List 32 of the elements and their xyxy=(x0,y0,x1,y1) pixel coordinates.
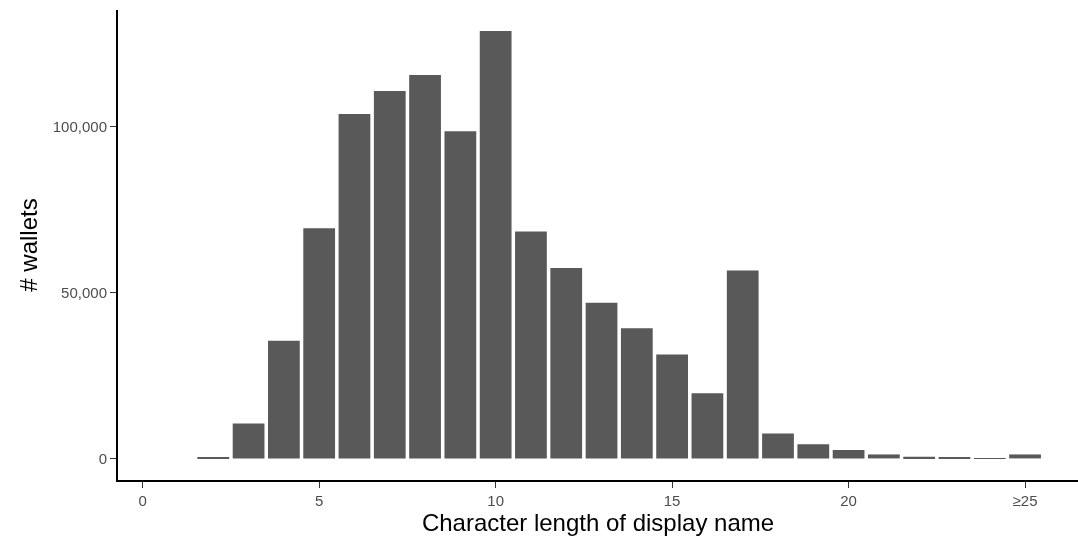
y-tick-label: 0 xyxy=(98,449,107,467)
bar xyxy=(868,454,900,459)
bar xyxy=(550,268,583,459)
bar xyxy=(479,30,512,459)
bar xyxy=(585,302,618,459)
x-axis-title: Character length of display name xyxy=(421,509,775,536)
y-axis-title: # wallets xyxy=(15,198,43,292)
bar xyxy=(832,450,865,459)
bar xyxy=(515,231,547,459)
x-tick-label: 0 xyxy=(138,492,147,509)
bar xyxy=(691,393,724,459)
bar xyxy=(1009,454,1041,459)
x-tick-label: 20 xyxy=(840,492,857,509)
bar xyxy=(303,228,336,459)
x-tick-label: 5 xyxy=(315,492,324,509)
x-tick-label: 15 xyxy=(663,492,681,509)
bar xyxy=(903,456,936,459)
bar xyxy=(762,433,794,459)
bar xyxy=(373,91,406,459)
x-tick-label: ≥25 xyxy=(1012,492,1038,509)
bar xyxy=(656,354,688,459)
bar xyxy=(726,270,759,459)
bar xyxy=(338,113,371,459)
bar xyxy=(232,423,265,459)
y-tick-label: 50,000 xyxy=(61,283,107,301)
y-tick-label: 100,000 xyxy=(52,117,107,135)
bar xyxy=(797,444,830,459)
bar xyxy=(444,131,477,459)
bar xyxy=(409,75,441,459)
bar xyxy=(620,328,653,459)
x-tick-label: 10 xyxy=(487,492,504,509)
bar xyxy=(268,340,300,459)
